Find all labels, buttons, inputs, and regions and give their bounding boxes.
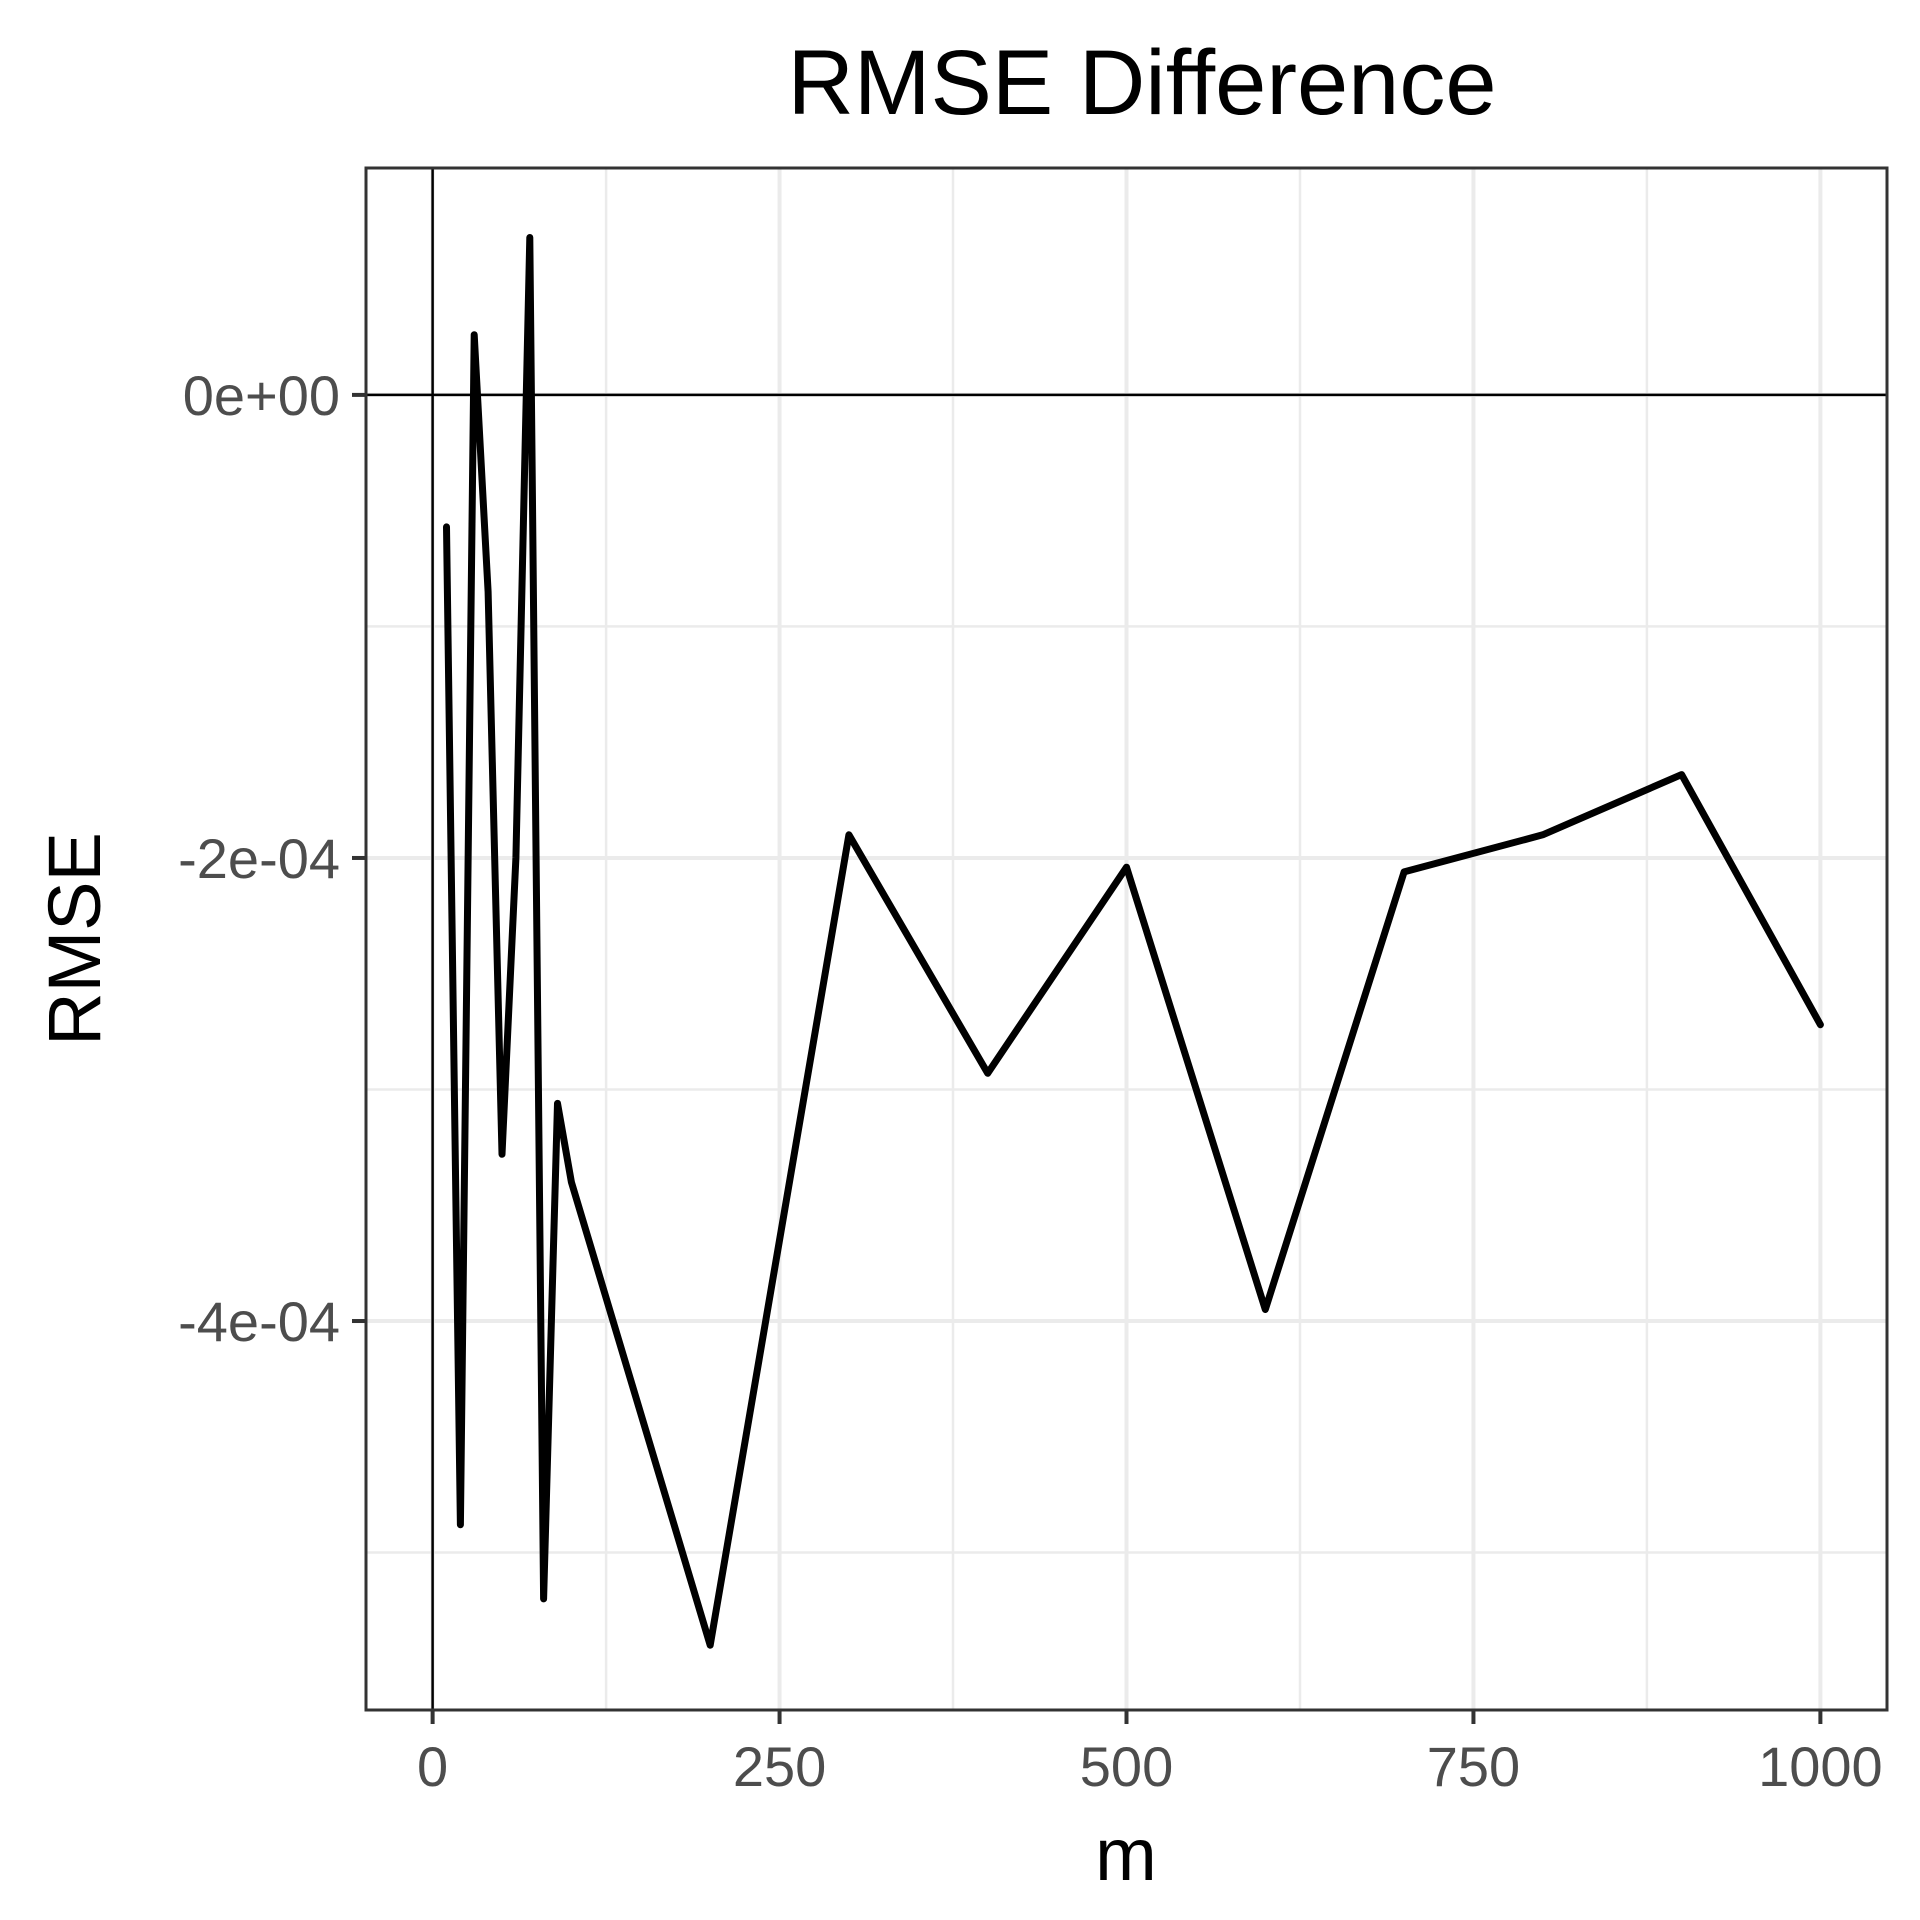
y-tick-label: 0e+00 — [183, 364, 340, 427]
data-points — [446, 237, 1821, 1646]
x-tick-label: 500 — [1080, 1735, 1173, 1798]
x-tick-label: 750 — [1427, 1735, 1520, 1798]
x-axis: 0 250 500 750 1000 — [417, 1710, 1883, 1798]
x-tick-label: 250 — [733, 1735, 826, 1798]
y-tick-label: -4e-04 — [178, 1290, 340, 1353]
x-tick-label: 1000 — [1758, 1735, 1883, 1798]
x-axis-title: m — [1095, 1813, 1157, 1896]
y-tick-label: -2e-04 — [178, 827, 340, 890]
reference-lines — [366, 168, 1887, 1710]
x-tick-label: 0 — [417, 1735, 448, 1798]
chart-title: RMSE Difference — [787, 32, 1496, 134]
y-axis: 0e+00 -2e-04 -4e-04 — [178, 364, 366, 1353]
y-axis-title: RMSE — [33, 832, 116, 1046]
plot-panel — [364, 166, 1889, 1712]
